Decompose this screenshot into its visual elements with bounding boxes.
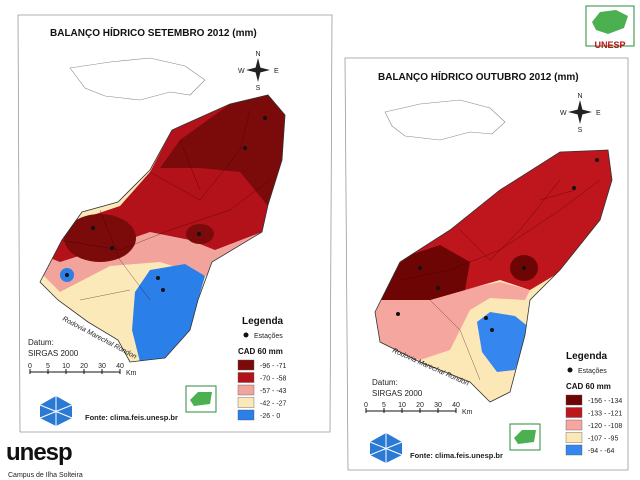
legend-swatch	[237, 397, 255, 408]
scale-unit: Km	[462, 409, 473, 416]
scale-label: 30	[434, 402, 442, 409]
scale-label: 40	[452, 402, 460, 409]
legend-stations: Estações	[578, 368, 607, 375]
legend-title: Legenda	[242, 316, 284, 327]
compass-e: E	[274, 68, 279, 75]
legend-classes: -156 - -134 -133 - -121 -120 - -108 -107 - …	[565, 394, 622, 456]
legend-label: -57 - -43	[260, 388, 287, 395]
datum: SIRGAS 2000	[372, 389, 423, 398]
scale-label: 40	[116, 363, 124, 370]
datum: SIRGAS 2000	[28, 349, 79, 358]
datum-label: Datum:	[372, 378, 398, 387]
scale-label: 5	[382, 402, 386, 409]
map-panel: BALANÇO HÍDRICO OUTUBRO 2012 (mm) N S E …	[344, 57, 629, 471]
legend-swatch	[237, 384, 255, 396]
logo-sp	[185, 385, 217, 413]
legend-label: -42 - -27	[260, 401, 287, 408]
logo-top: UNESP	[585, 5, 635, 50]
map-panel: BALANÇO HÍDRICO SETEMBRO 2012 (mm) N S E…	[17, 14, 333, 433]
source: Fonte: clima.feis.unesp.br	[85, 413, 178, 422]
legend-label: -96 - -71	[260, 363, 287, 370]
legend-cad: CAD 60 mm	[566, 382, 611, 391]
legend-label: -133 - -121	[588, 411, 622, 418]
footer-brand: unesp	[6, 439, 72, 466]
state-outline	[69, 57, 206, 101]
compass-e: E	[596, 110, 601, 117]
compass-s: S	[578, 127, 583, 134]
compass-n: N	[255, 51, 260, 58]
source: Fonte: clima.feis.unesp.br	[410, 451, 503, 460]
legend-label: -70 - -58	[260, 376, 287, 383]
legend-title: Legenda	[566, 351, 608, 362]
region	[375, 245, 470, 300]
legend-label: -107 - -95	[588, 436, 618, 443]
legend-station-dot	[243, 332, 249, 338]
scale-label: 5	[46, 363, 50, 370]
logo-cube	[39, 396, 73, 426]
logo-sp	[509, 423, 541, 451]
map-regions	[40, 95, 285, 362]
region	[375, 282, 530, 360]
legend-stations: Estações	[254, 333, 283, 340]
legend-swatch	[237, 409, 255, 421]
legend-swatch	[565, 394, 583, 406]
region	[477, 312, 530, 372]
legend-swatch	[237, 359, 255, 371]
compass-n: N	[577, 93, 582, 100]
legend-swatch	[565, 444, 583, 456]
map-title: BALANÇO HÍDRICO OUTUBRO 2012 (mm)	[378, 70, 579, 83]
compass-s: S	[256, 85, 261, 92]
logo-text: UNESP	[594, 40, 625, 50]
map-outline	[39, 94, 286, 363]
compass-w: W	[560, 110, 567, 117]
footer-campus: Campus de Ilha Solteira	[8, 472, 83, 479]
legend-label: -94 - -64	[588, 448, 615, 455]
region	[64, 214, 136, 262]
scale-label: 20	[416, 402, 424, 409]
stations	[396, 158, 599, 332]
legend-label: -26 - 0	[260, 413, 280, 420]
datum-label: Datum:	[28, 338, 54, 347]
map-outline	[374, 149, 613, 403]
logo-cube	[369, 433, 403, 463]
region	[132, 264, 205, 362]
legend-station-dot	[567, 367, 573, 373]
legend-swatch	[565, 432, 583, 443]
legend-swatch	[237, 372, 255, 383]
stations	[65, 116, 267, 292]
legend-swatch	[565, 407, 583, 418]
scale-label: 20	[80, 363, 88, 370]
legend-classes: -96 - -71 -70 - -58 -57 - -43 -42 - -27 -26 …	[237, 359, 287, 421]
compass: N S E W	[560, 93, 601, 134]
scale-unit: Km	[126, 370, 137, 377]
scale-label: 0	[364, 402, 368, 409]
legend-swatch	[565, 419, 583, 431]
legend-label: -156 - -134	[588, 398, 622, 405]
legend-label: -120 - -108	[588, 423, 622, 430]
legend-cad: CAD 60 mm	[238, 347, 283, 356]
compass-w: W	[238, 68, 245, 75]
scale-label: 0	[28, 363, 32, 370]
map-title: BALANÇO HÍDRICO SETEMBRO 2012 (mm)	[50, 26, 257, 39]
scale-label: 10	[398, 402, 406, 409]
scale-label: 30	[98, 363, 106, 370]
state-outline	[384, 99, 506, 141]
scale-label: 10	[62, 363, 70, 370]
compass: N S E W	[238, 51, 279, 92]
